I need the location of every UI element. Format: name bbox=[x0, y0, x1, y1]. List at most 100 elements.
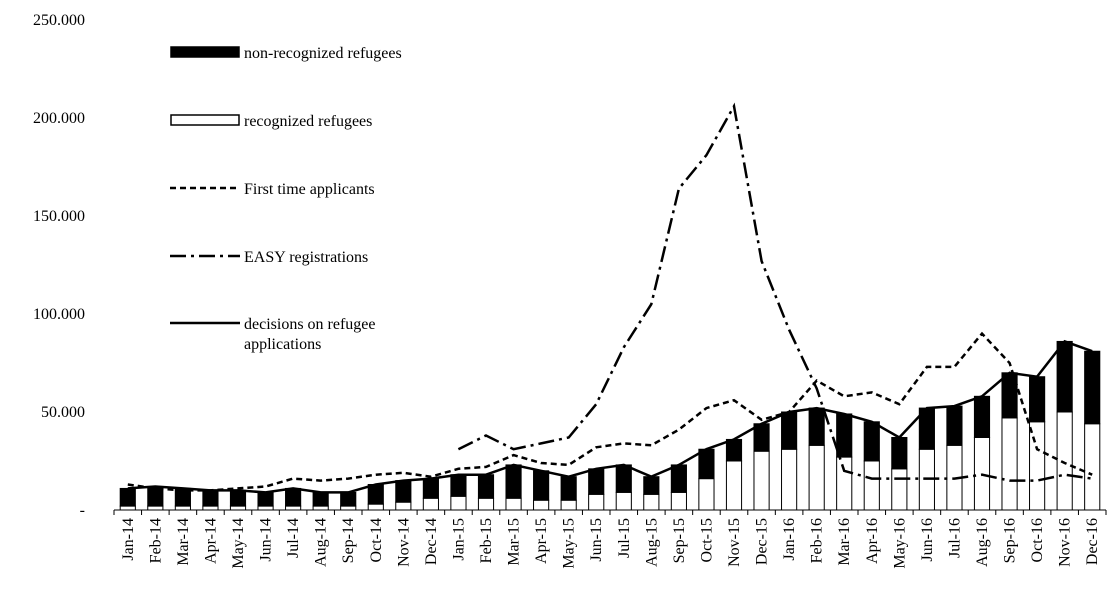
x-tick-label: Mar-15 bbox=[506, 518, 523, 566]
bar bbox=[119, 505, 136, 511]
x-tick-label: Jul-16 bbox=[946, 518, 963, 558]
bar bbox=[202, 505, 219, 511]
bar bbox=[946, 405, 963, 446]
x-tick-label: May-15 bbox=[561, 518, 578, 569]
x-tick-label: Nov-16 bbox=[1057, 518, 1074, 567]
legend-label: First time applicants bbox=[244, 181, 375, 198]
x-tick-label: Oct-15 bbox=[698, 518, 715, 562]
legend-label: non-recognized refugees bbox=[244, 45, 402, 62]
legend-item: decisions on refugee applications bbox=[170, 315, 444, 355]
bar bbox=[1029, 421, 1046, 511]
legend-swatch bbox=[170, 46, 240, 58]
bar bbox=[285, 487, 302, 507]
line bbox=[127, 331, 1093, 492]
bar bbox=[395, 480, 412, 503]
bar bbox=[781, 448, 798, 511]
bar bbox=[615, 491, 632, 511]
x-tick-label: Jul-15 bbox=[616, 518, 633, 558]
bar bbox=[891, 436, 908, 470]
bar bbox=[615, 464, 632, 493]
bar bbox=[450, 474, 467, 497]
bar bbox=[505, 497, 522, 511]
legend-swatch bbox=[170, 321, 240, 325]
bar bbox=[477, 474, 495, 499]
legend-swatch bbox=[170, 114, 240, 126]
bar bbox=[643, 476, 660, 495]
x-tick-label: Nov-14 bbox=[395, 518, 412, 567]
y-tick-label: 100.000 bbox=[33, 306, 85, 323]
x-tick-label: Aug-14 bbox=[313, 518, 330, 567]
bar bbox=[422, 497, 439, 511]
x-tick-label: Apr-15 bbox=[533, 518, 550, 564]
x-tick-label: Sep-16 bbox=[1002, 518, 1019, 563]
line bbox=[457, 102, 1093, 482]
bar bbox=[229, 489, 247, 507]
bar bbox=[1084, 350, 1101, 425]
bar bbox=[725, 460, 743, 511]
x-tick-label: Oct-16 bbox=[1029, 518, 1046, 562]
legend-item: First time applicants bbox=[170, 180, 444, 200]
y-tick-label: 200.000 bbox=[33, 110, 85, 127]
x-tick-label: May-14 bbox=[230, 518, 247, 569]
x-tick-label: Feb-16 bbox=[809, 518, 826, 563]
bar bbox=[670, 491, 687, 511]
x-tick-label: May-16 bbox=[891, 518, 908, 569]
y-tick-label: 50.000 bbox=[41, 404, 85, 421]
bar bbox=[1029, 376, 1046, 423]
bar bbox=[395, 501, 412, 511]
x-tick-label: Mar-14 bbox=[175, 518, 192, 566]
bar bbox=[312, 491, 329, 507]
bar bbox=[533, 499, 550, 511]
bar bbox=[450, 495, 467, 511]
bar bbox=[560, 499, 577, 511]
bar bbox=[725, 438, 743, 462]
x-tick-label: Jul-14 bbox=[285, 518, 302, 558]
bar bbox=[367, 484, 384, 505]
x-tick-label: Jan-15 bbox=[450, 518, 467, 561]
bar bbox=[367, 503, 384, 511]
bar bbox=[422, 478, 439, 499]
x-tick-label: Jun-14 bbox=[258, 518, 275, 562]
x-tick-label: Feb-15 bbox=[478, 518, 495, 563]
x-tick-label: Sep-15 bbox=[671, 518, 688, 563]
x-tick-label: Mar-16 bbox=[836, 518, 853, 566]
bar bbox=[1084, 423, 1101, 511]
x-tick-label: Feb-14 bbox=[147, 518, 164, 563]
bar bbox=[202, 489, 219, 507]
x-tick-label: Oct-14 bbox=[368, 518, 385, 562]
bar bbox=[257, 505, 274, 511]
bar bbox=[229, 505, 247, 511]
bar bbox=[533, 470, 550, 501]
bar bbox=[643, 493, 660, 511]
legend-item: EASY registrations bbox=[170, 248, 444, 268]
y-tick-label: - bbox=[80, 502, 85, 519]
x-tick-label: Sep-14 bbox=[340, 518, 357, 563]
bar bbox=[836, 413, 853, 458]
legend-label: recognized refugees bbox=[244, 113, 373, 130]
legend-swatch bbox=[170, 254, 240, 258]
bar bbox=[119, 487, 136, 507]
bar bbox=[863, 421, 880, 462]
legend-item: non-recognized refugees bbox=[170, 44, 444, 64]
x-tick-label: Aug-16 bbox=[974, 518, 991, 567]
bar bbox=[560, 476, 577, 501]
x-tick-label: Apr-14 bbox=[202, 518, 219, 564]
x-tick-label: Apr-16 bbox=[864, 518, 881, 564]
bar bbox=[891, 468, 908, 511]
bar bbox=[340, 505, 357, 511]
legend-label: decisions on refugee applications bbox=[244, 316, 376, 353]
bar bbox=[312, 505, 329, 511]
x-tick-label: Jan-16 bbox=[781, 518, 798, 561]
bar bbox=[670, 464, 687, 493]
legend-swatch bbox=[170, 186, 240, 190]
bar bbox=[285, 505, 302, 511]
x-tick-label: Dec-15 bbox=[754, 518, 771, 565]
x-tick-label: Nov-15 bbox=[726, 518, 743, 567]
bar bbox=[257, 491, 274, 507]
bar bbox=[698, 448, 715, 480]
x-tick-label: Dec-14 bbox=[423, 518, 440, 565]
bar bbox=[477, 497, 495, 511]
x-tick-label: Jun-16 bbox=[919, 518, 936, 562]
bar bbox=[863, 460, 880, 511]
